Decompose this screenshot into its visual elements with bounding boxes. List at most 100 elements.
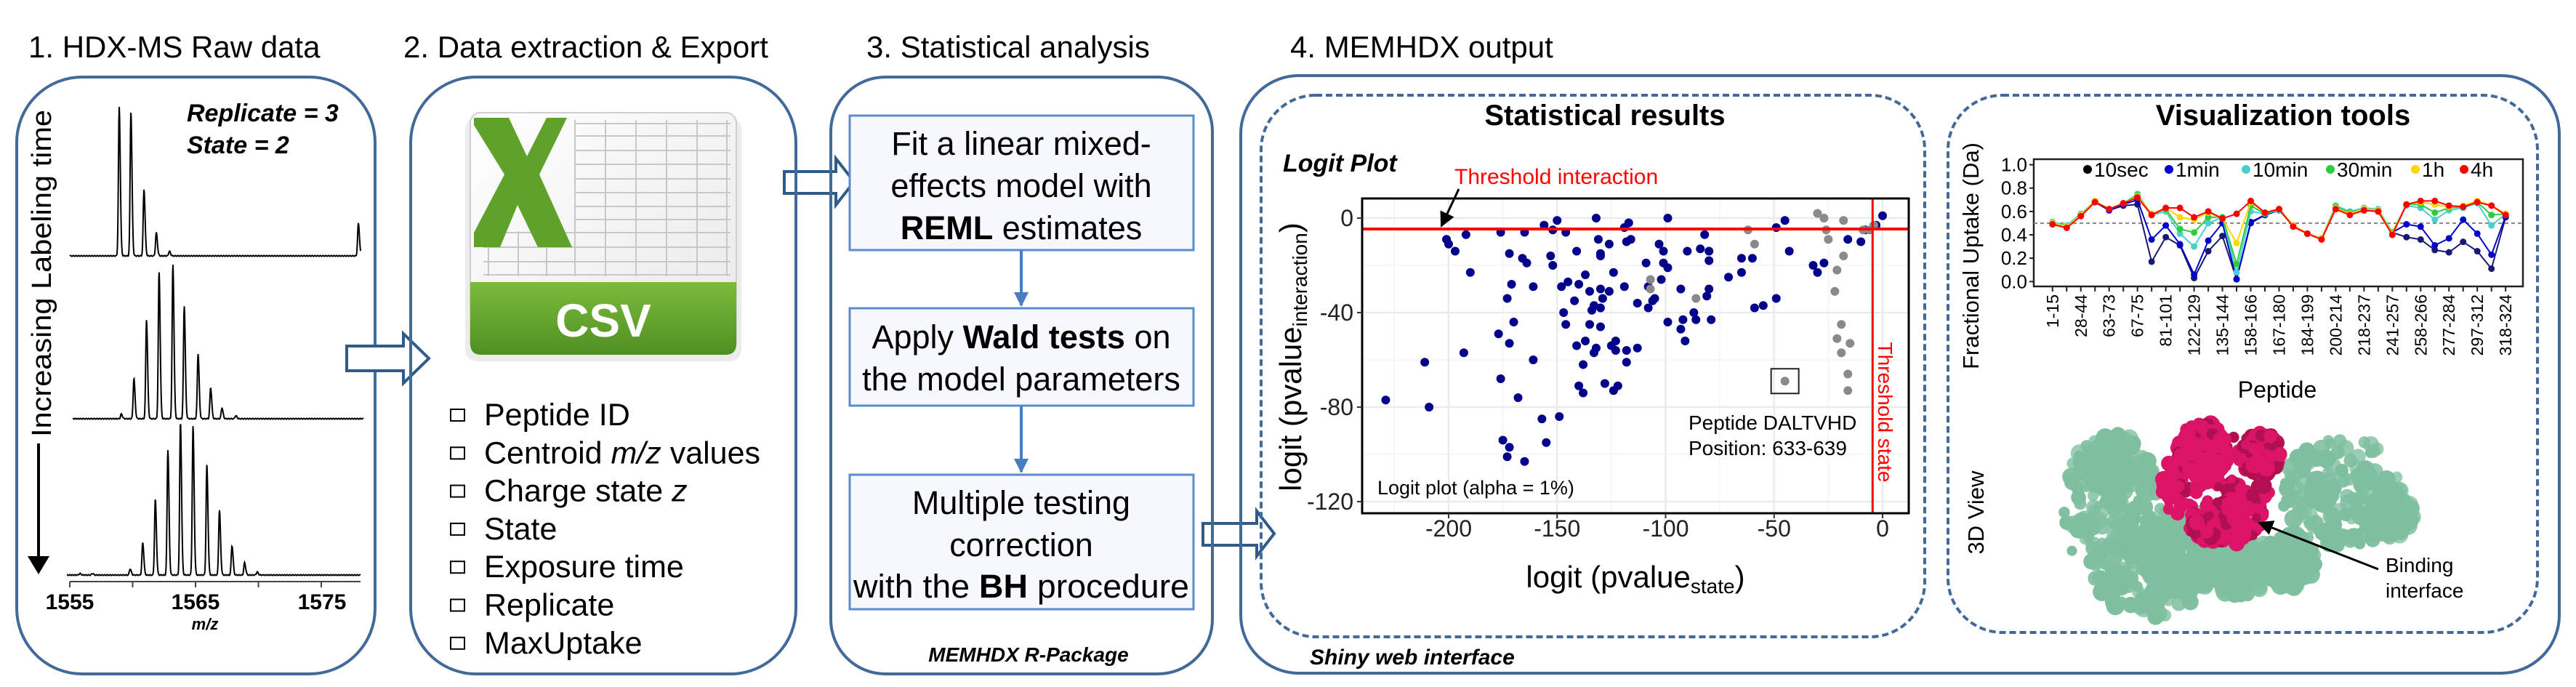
legend-swatch bbox=[2411, 165, 2420, 174]
data-point bbox=[1678, 315, 1688, 324]
binding-partner-surface bbox=[2155, 415, 2287, 552]
data-point bbox=[2063, 224, 2070, 231]
data-point bbox=[1780, 216, 1790, 225]
data-point bbox=[1780, 377, 1790, 386]
data-point bbox=[1676, 324, 1686, 334]
data-point bbox=[1509, 318, 1518, 326]
y-tick-label: -80 bbox=[1320, 394, 1353, 420]
data-point bbox=[1574, 280, 1584, 289]
y-tick-label: -120 bbox=[1307, 489, 1353, 515]
data-point bbox=[1581, 270, 1590, 279]
data-point bbox=[2176, 230, 2183, 237]
x-tick-label: 167-180 bbox=[2269, 294, 2288, 355]
data-point bbox=[2388, 231, 2396, 238]
data-point bbox=[1624, 218, 1633, 228]
annotation-peptide: Peptide DALTVHD bbox=[1689, 411, 1856, 434]
data-point bbox=[2134, 194, 2141, 201]
data-point bbox=[1813, 268, 1822, 277]
data-point bbox=[1537, 414, 1547, 424]
data-point bbox=[1784, 246, 1794, 256]
data-point bbox=[1683, 246, 1692, 256]
checkbox-bullet-icon bbox=[450, 409, 465, 422]
data-point bbox=[1750, 303, 1759, 313]
panel-title: 4. MEMHDX output bbox=[1290, 30, 1553, 64]
data-point bbox=[1681, 337, 1690, 345]
data-point bbox=[2460, 216, 2467, 223]
x-tick-label: 277-284 bbox=[2439, 294, 2458, 356]
data-point bbox=[2162, 204, 2170, 212]
data-point bbox=[1878, 211, 1887, 220]
field-item: MaxUptake bbox=[484, 626, 642, 661]
data-point bbox=[1502, 452, 1512, 462]
data-point bbox=[1691, 294, 1701, 303]
data-point bbox=[1747, 254, 1757, 263]
data-point bbox=[1837, 320, 1846, 329]
data-point bbox=[2176, 204, 2183, 212]
csv-label: CSV bbox=[555, 294, 651, 347]
panel-title: 1. HDX-MS Raw data bbox=[28, 30, 321, 64]
data-point bbox=[2205, 237, 2212, 244]
data-point bbox=[1539, 220, 1549, 230]
data-point bbox=[1830, 286, 1840, 296]
x-tick-label: 200-214 bbox=[2326, 294, 2345, 356]
data-point bbox=[1450, 246, 1460, 256]
data-point bbox=[2106, 206, 2113, 213]
x-tick-label: 258-266 bbox=[2411, 294, 2430, 355]
data-point bbox=[2488, 202, 2495, 209]
data-point bbox=[1626, 235, 1635, 244]
data-point bbox=[1585, 320, 1595, 329]
data-point bbox=[1691, 315, 1701, 324]
data-point bbox=[1813, 209, 1822, 218]
data-point bbox=[2460, 203, 2467, 210]
data-point bbox=[2431, 246, 2439, 254]
step-fit-model: Fit a linear mixed- effects model with R… bbox=[848, 114, 1195, 252]
legend-swatch bbox=[2165, 165, 2173, 174]
mass-spectrum-trace bbox=[69, 107, 361, 257]
data-point bbox=[2162, 222, 2170, 229]
data-point bbox=[1839, 216, 1848, 225]
data-point bbox=[1557, 282, 1566, 292]
field-item: Centroid m/z values bbox=[484, 435, 760, 470]
data-point bbox=[1619, 282, 1629, 292]
data-point bbox=[1587, 305, 1597, 315]
statistical-results-section: Statistical results Logit Plot -200 -150-… bbox=[1260, 94, 1926, 638]
data-point bbox=[2488, 265, 2495, 273]
data-point bbox=[2375, 208, 2382, 215]
data-point bbox=[1837, 348, 1846, 358]
plot-caption: Logit plot (alpha = 1%) bbox=[1377, 477, 1574, 499]
binding-interface-label: Binding bbox=[2386, 554, 2453, 576]
data-point bbox=[2233, 260, 2240, 268]
data-point bbox=[1758, 301, 1768, 310]
data-point bbox=[1595, 322, 1605, 332]
data-point bbox=[1579, 360, 1588, 369]
data-point bbox=[1546, 252, 1555, 260]
csv-file-icon: CSV bbox=[465, 112, 741, 361]
3d-view-label: 3D View bbox=[1963, 470, 1989, 554]
data-point bbox=[2162, 233, 2170, 241]
data-point bbox=[2431, 197, 2439, 204]
data-point bbox=[1572, 341, 1582, 350]
data-point bbox=[1502, 294, 1512, 303]
series-4h bbox=[2049, 194, 2509, 243]
data-point bbox=[1736, 254, 1746, 263]
data-point bbox=[1611, 346, 1620, 355]
y-axis-title-main: logit (pvalue bbox=[1273, 326, 1308, 491]
panel-box bbox=[829, 76, 1214, 675]
mz-ticks bbox=[69, 582, 322, 587]
data-point bbox=[2219, 233, 2226, 240]
labeling-time-label: Increasing Labeling time bbox=[27, 110, 57, 437]
checkbox-bullet-icon bbox=[450, 636, 465, 650]
data-point bbox=[1771, 294, 1781, 303]
legend-label: 1h bbox=[2422, 158, 2444, 181]
x-tick-label: 81-101 bbox=[2157, 294, 2175, 347]
section-title: Visualization tools bbox=[2156, 100, 2410, 132]
data-point bbox=[2403, 221, 2410, 228]
data-point bbox=[2176, 214, 2183, 221]
binding-interface-label: interface bbox=[2386, 579, 2463, 602]
field-item: Peptide ID bbox=[484, 398, 630, 433]
legend-label: 1min bbox=[2175, 158, 2220, 181]
data-point bbox=[1643, 303, 1653, 313]
data-point bbox=[1613, 381, 1622, 390]
data-point bbox=[1604, 286, 1614, 296]
data-point bbox=[2417, 223, 2424, 230]
